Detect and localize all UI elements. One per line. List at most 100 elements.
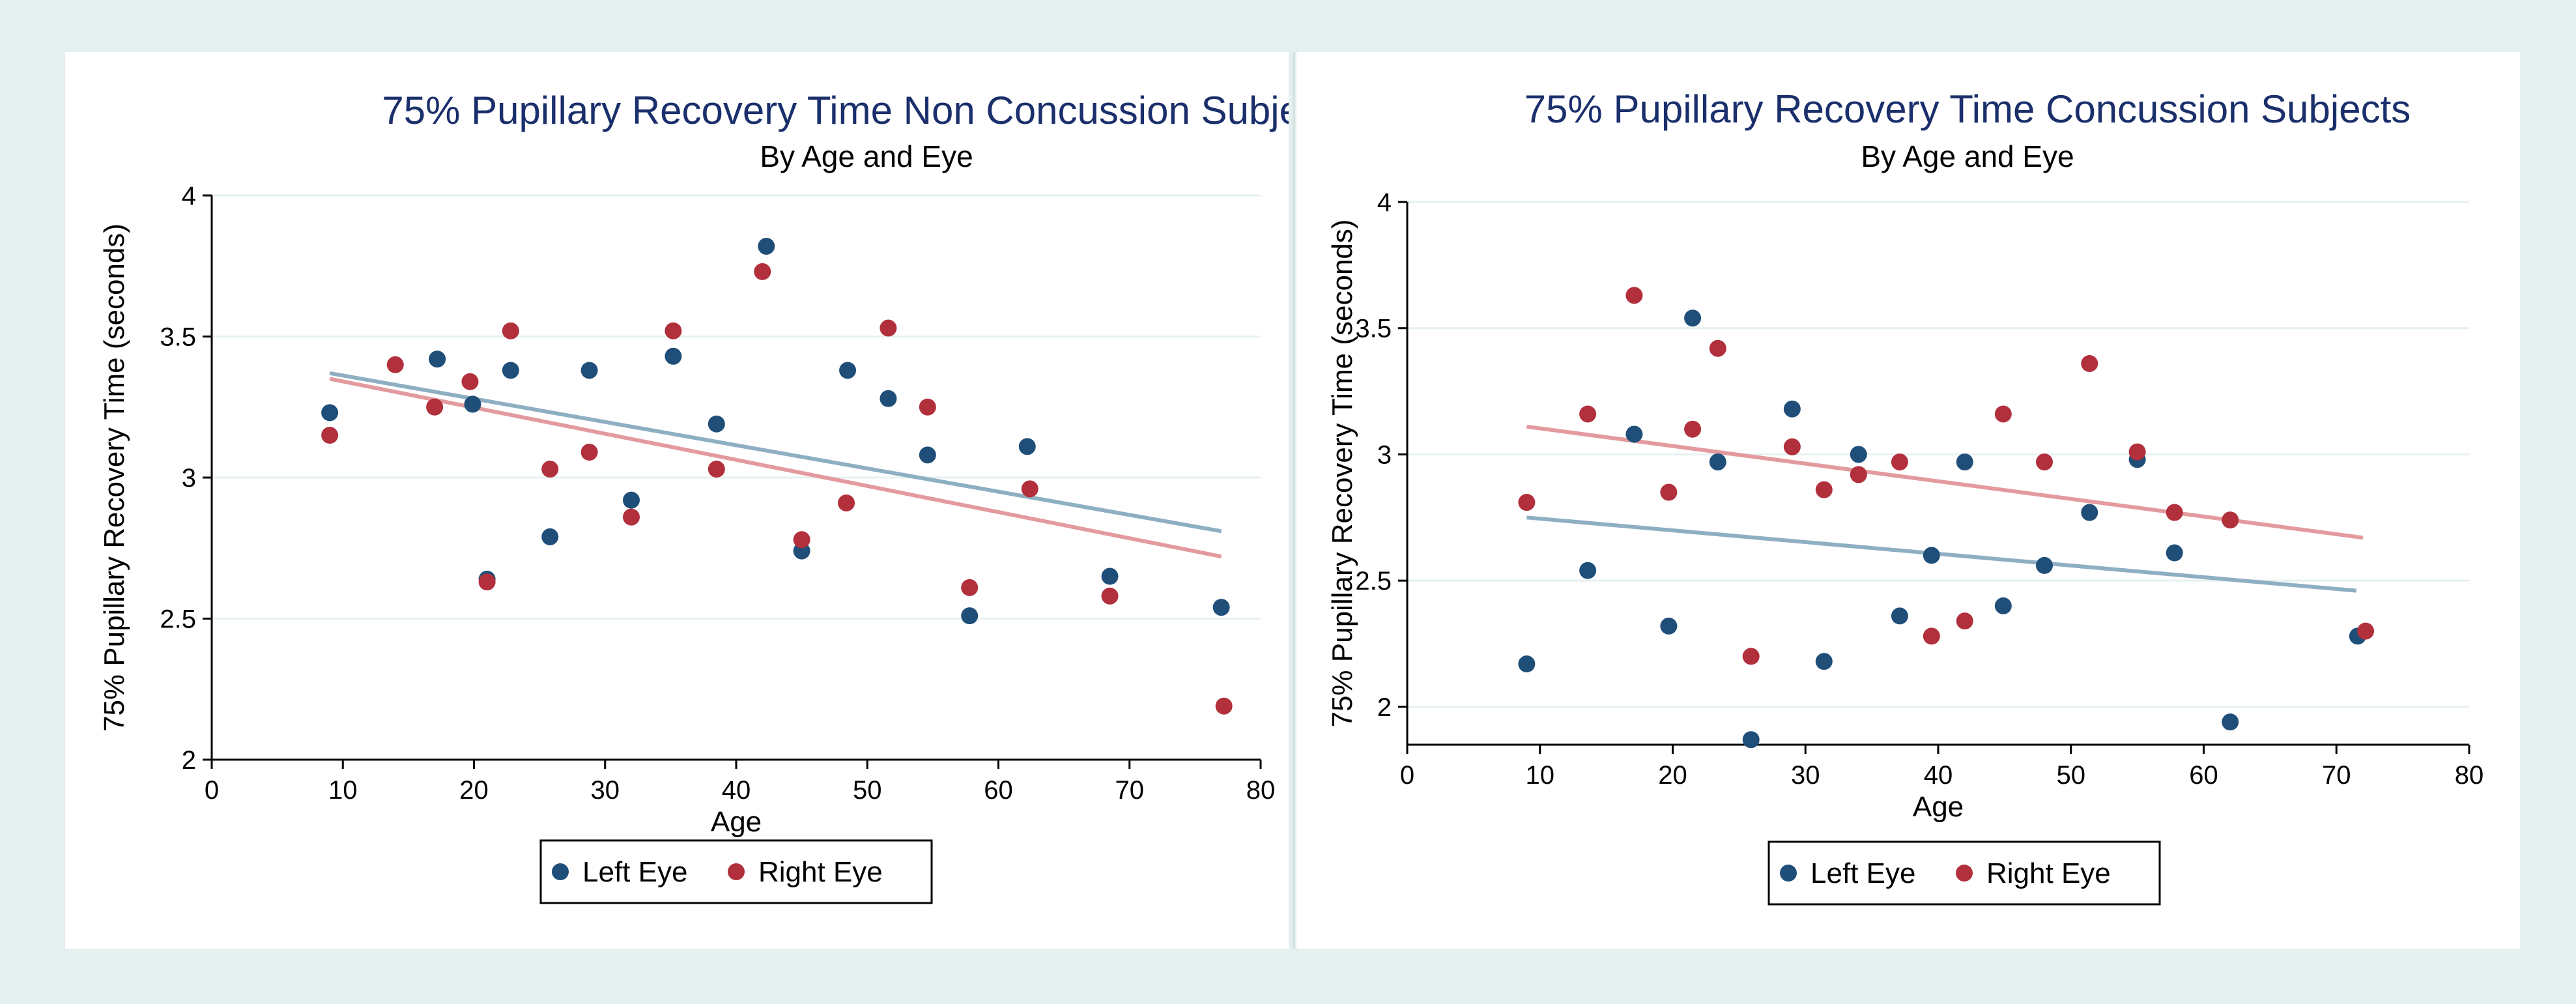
point-right-eye [1579,405,1597,423]
point-left-eye [1783,400,1801,418]
point-right-eye [321,427,339,444]
x-tick-label: 50 [2057,761,2086,790]
chart-non-concussion: 75% Pupillary Recovery Time Non Concussi… [98,89,1289,904]
point-left-eye [1212,599,1230,616]
point-right-eye [1891,453,1908,471]
point-right-eye [2128,443,2146,461]
point-right-eye [2036,453,2053,471]
y-tick-label: 4 [1377,188,1392,217]
chart-subtitle: By Age and Eye [1861,139,2074,173]
point-right-eye [961,579,979,596]
point-left-eye [919,446,936,464]
point-left-eye [623,491,640,509]
point-left-eye [1923,547,1940,564]
point-left-eye [1742,731,1760,749]
point-right-eye [838,494,855,511]
point-right-eye [580,444,598,461]
point-right-eye [2166,504,2183,521]
y-axis-title: 75% Pupillary Recovery Time (seconds) [1326,219,1358,727]
point-left-eye [1579,562,1597,579]
legend-marker-right-eye [1956,865,1973,882]
legend-label-right-eye: Right Eye [758,856,883,888]
point-left-eye [1518,655,1536,673]
point-right-eye [1783,438,1801,455]
point-left-eye [839,362,857,379]
point-right-eye [2222,511,2239,529]
fit-line-left-eye [329,371,1222,534]
point-right-eye [1956,612,1973,630]
point-right-eye [1625,287,1643,304]
legend-marker-right-eye [728,863,745,880]
x-tick-label: 10 [1526,761,1555,790]
point-left-eye [2036,556,2053,574]
x-tick-label: 40 [722,776,751,805]
point-left-eye [1956,453,1973,471]
x-tick-label: 20 [459,776,489,805]
point-left-eye [429,351,446,368]
x-tick-label: 10 [328,776,358,805]
point-left-eye [1891,607,1908,625]
point-right-eye [1923,627,1940,645]
point-left-eye [2166,544,2183,562]
point-right-eye [1101,587,1119,605]
legend-label-right-eye: Right Eye [1986,857,2111,889]
x-axis-title: Age [1913,791,1964,823]
point-right-eye [478,573,496,591]
panel-divider [1293,52,1295,949]
point-left-eye [1994,597,2012,614]
chart-panel-concussion: 75% Pupillary Recovery Time Concussion S… [1296,52,2520,949]
point-left-eye [880,390,897,407]
x-tick-label: 30 [1791,761,1820,790]
point-left-eye [502,362,519,379]
point-left-eye [1625,425,1643,443]
x-tick-label: 80 [2455,761,2484,790]
y-axis-title: 75% Pupillary Recovery Time (seconds) [98,223,130,732]
point-right-eye [708,461,725,478]
legend-label-left-eye: Left Eye [1810,857,1915,889]
point-left-eye [1709,453,1726,471]
point-right-eye [623,508,640,526]
y-tick-label: 2.5 [160,605,196,634]
point-right-eye [665,322,682,339]
x-tick-label: 60 [2189,761,2218,790]
point-right-eye [754,263,771,280]
point-right-eye [386,356,404,373]
chart-title: 75% Pupillary Recovery Time Non Concussi… [382,89,1289,132]
point-right-eye [1684,420,1702,438]
x-axis-title: Age [711,806,762,838]
point-right-eye [919,398,936,416]
point-right-eye [2357,622,2375,640]
chart-concussion: 75% Pupillary Recovery Time Concussion S… [1326,87,2484,906]
point-right-eye [502,322,519,339]
y-tick-label: 3 [1377,440,1392,469]
point-right-eye [1709,339,1726,357]
point-left-eye [665,347,682,365]
y-tick-label: 2 [1377,693,1392,722]
y-tick-label: 3.5 [1355,315,1392,343]
x-tick-label: 0 [205,776,219,805]
x-tick-label: 20 [1658,761,1687,790]
fit-line-right-eye [329,377,1222,559]
point-right-eye [461,373,479,390]
chart-subtitle: By Age and Eye [760,139,973,173]
x-tick-label: 30 [591,776,620,805]
point-left-eye [961,607,979,625]
point-right-eye [1742,648,1760,665]
point-left-eye [2081,504,2098,521]
fit-line-left-eye [1526,515,2357,593]
point-right-eye [1994,405,2012,423]
point-right-eye [1021,480,1038,498]
point-right-eye [1518,494,1536,511]
point-left-eye [1815,653,1833,670]
point-right-eye [2081,354,2098,372]
y-tick-label: 4 [182,182,196,210]
point-left-eye [1660,617,1678,635]
point-right-eye [1815,481,1833,498]
point-left-eye [708,415,725,433]
point-left-eye [1018,438,1036,455]
point-left-eye [1850,446,1867,463]
point-left-eye [580,362,598,379]
point-right-eye [880,319,897,337]
point-right-eye [541,461,559,478]
